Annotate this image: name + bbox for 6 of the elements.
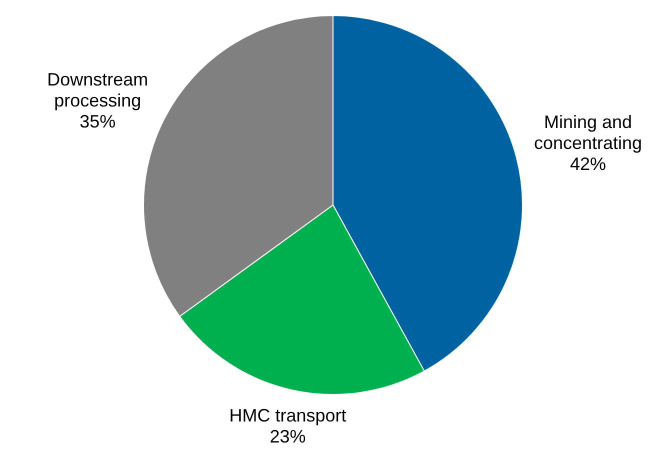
data-label: 23% [270,426,306,446]
data-label: 35% [80,111,116,132]
slice-label: Mining and concentrating [534,112,642,153]
slice-label: Downstream processing [47,69,148,110]
slice-label: HMC transport [229,405,346,426]
data-label: 42% [570,154,606,174]
